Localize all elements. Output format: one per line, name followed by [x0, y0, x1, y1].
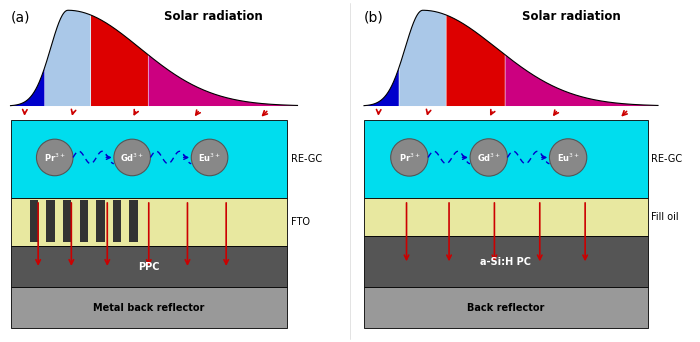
- Bar: [96, 200, 104, 242]
- Text: Fill oil: Fill oil: [651, 212, 678, 222]
- Bar: [364, 236, 648, 287]
- Ellipse shape: [114, 139, 150, 176]
- Bar: [10, 198, 287, 246]
- Bar: [364, 198, 648, 236]
- Bar: [10, 246, 287, 287]
- Polygon shape: [10, 68, 44, 106]
- Text: Pr$^{3+}$: Pr$^{3+}$: [44, 151, 66, 164]
- Text: RE-GC: RE-GC: [290, 154, 321, 164]
- Text: PPC: PPC: [138, 262, 160, 272]
- Text: Gd$^{3+}$: Gd$^{3+}$: [477, 151, 501, 164]
- Ellipse shape: [470, 139, 508, 176]
- Text: Metal back reflector: Metal back reflector: [93, 303, 204, 313]
- Bar: [10, 120, 287, 198]
- Text: Solar radiation: Solar radiation: [522, 10, 620, 23]
- Polygon shape: [505, 55, 658, 106]
- Bar: [364, 120, 648, 198]
- Text: a-Si:H PC: a-Si:H PC: [480, 256, 531, 267]
- Bar: [113, 200, 121, 242]
- Text: Solar radiation: Solar radiation: [164, 10, 262, 23]
- Bar: [364, 287, 648, 328]
- Bar: [46, 200, 55, 242]
- Bar: [130, 200, 138, 242]
- Polygon shape: [400, 10, 446, 106]
- Bar: [30, 200, 38, 242]
- Polygon shape: [91, 15, 148, 106]
- Bar: [63, 200, 71, 242]
- Bar: [80, 200, 88, 242]
- Text: Eu$^{3+}$: Eu$^{3+}$: [556, 151, 580, 164]
- Ellipse shape: [36, 139, 73, 176]
- Polygon shape: [45, 10, 90, 106]
- Polygon shape: [364, 68, 399, 106]
- Text: (b): (b): [364, 10, 384, 24]
- Text: Gd$^{3+}$: Gd$^{3+}$: [120, 151, 144, 164]
- Text: (a): (a): [10, 10, 30, 24]
- Text: RE-GC: RE-GC: [651, 154, 682, 164]
- Ellipse shape: [391, 139, 428, 176]
- Polygon shape: [447, 15, 505, 106]
- Polygon shape: [148, 55, 298, 106]
- Text: Back reflector: Back reflector: [467, 303, 545, 313]
- Text: Pr$^{3+}$: Pr$^{3+}$: [398, 151, 420, 164]
- Ellipse shape: [191, 139, 228, 176]
- Text: FTO: FTO: [290, 217, 309, 227]
- Ellipse shape: [550, 139, 587, 176]
- Bar: [10, 287, 287, 328]
- Text: Eu$^{3+}$: Eu$^{3+}$: [198, 151, 221, 164]
